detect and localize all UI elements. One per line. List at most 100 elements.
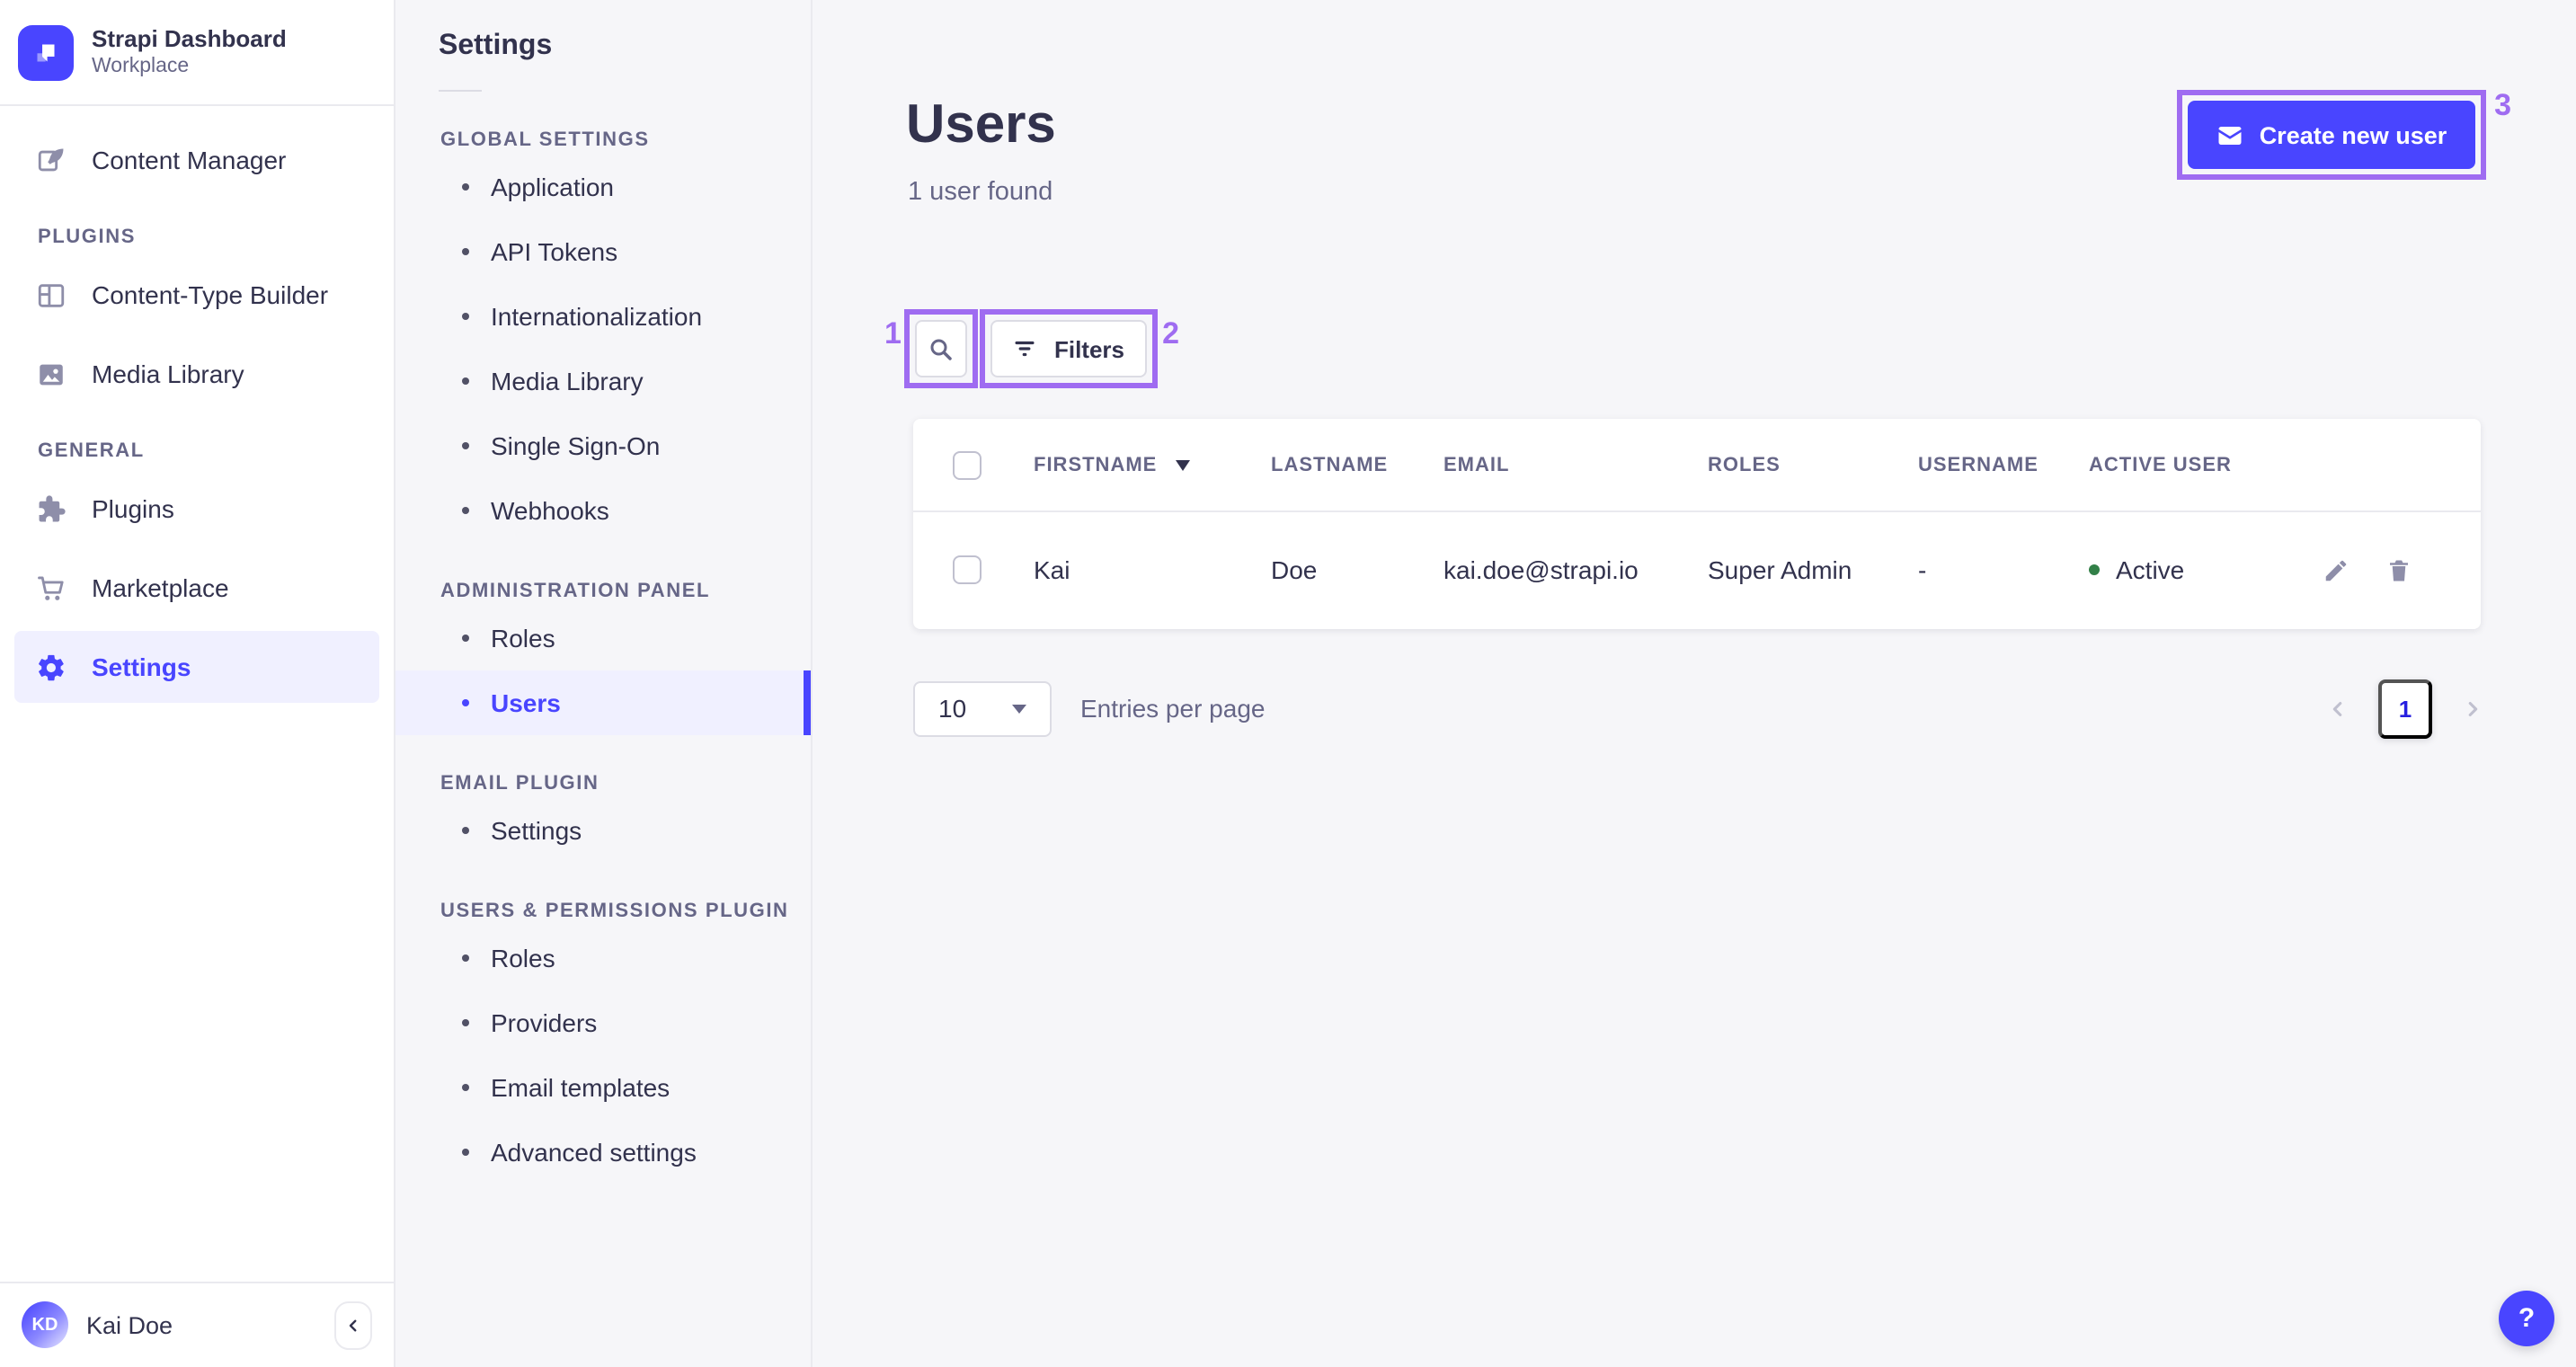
filters-button-label: Filters — [1053, 335, 1124, 362]
sidebar-section-plugins: PLUGINS — [38, 226, 136, 249]
media-library-icon — [40, 364, 63, 385]
chevron-right-icon — [2468, 701, 2478, 715]
subnav-item-webhooks[interactable]: Webhooks — [395, 478, 811, 543]
bullet-icon — [462, 1084, 469, 1091]
sidebar-item-plugins[interactable]: Plugins — [14, 473, 379, 545]
subnav-item-up-email-templates[interactable]: Email templates — [395, 1055, 811, 1120]
entries-per-page-label: Entries per page — [1080, 694, 1266, 723]
subnav-section-users-permissions-plugin: USERS & PERMISSIONS PLUGIN — [440, 901, 789, 922]
subnav-item-label: Users — [491, 688, 561, 717]
subnav-item-media-library[interactable]: Media Library — [395, 349, 811, 413]
user-name: Kai Doe — [86, 1311, 173, 1338]
create-new-user-button[interactable]: Create new user — [2188, 101, 2475, 169]
help-button[interactable]: ? — [2499, 1291, 2554, 1346]
subnav-item-label: Settings — [491, 816, 582, 845]
subnav-item-single-sign-on[interactable]: Single Sign-On — [395, 413, 811, 478]
sidebar-item-marketplace[interactable]: Marketplace — [14, 552, 379, 624]
column-header-username[interactable]: USERNAME — [1918, 454, 2089, 475]
edit-user-button[interactable] — [2323, 556, 2349, 583]
next-page-button[interactable] — [2463, 698, 2483, 718]
subnav-item-up-providers[interactable]: Providers — [395, 990, 811, 1055]
cell-username: - — [1918, 555, 1927, 584]
annotation-number-1: 1 — [884, 316, 902, 351]
subnav-title: Settings — [439, 31, 553, 61]
subnav-item-label: Advanced settings — [491, 1138, 697, 1167]
subnav-item-admin-users[interactable]: Users — [395, 670, 811, 735]
sidebar-item-label: Media Library — [92, 360, 244, 389]
sidebar-item-content-type-builder[interactable]: Content-Type Builder — [14, 259, 379, 331]
page-1-button[interactable]: 1 — [2378, 679, 2432, 738]
search-button[interactable] — [915, 320, 967, 377]
brand-text: Strapi Dashboard Workplace — [92, 25, 287, 81]
subnav-header: Settings — [395, 0, 811, 92]
strapi-logo-icon — [18, 25, 74, 82]
subnav-item-label: Roles — [491, 944, 555, 972]
cell-lastname: Doe — [1271, 555, 1318, 584]
row-checkbox-cell — [953, 555, 1034, 584]
column-header-lastname[interactable]: LASTNAME — [1271, 454, 1443, 475]
column-label: USERNAME — [1918, 454, 2039, 475]
sidebar-item-settings[interactable]: Settings — [14, 631, 379, 704]
subnav-item-application[interactable]: Application — [395, 155, 811, 219]
main-navigation: Content Manager PLUGINS Content-Type Bui… — [0, 106, 394, 704]
column-label: FIRSTNAME — [1034, 454, 1158, 475]
subnav-item-up-roles[interactable]: Roles — [395, 926, 811, 990]
annotation-number-3: 3 — [2494, 88, 2511, 122]
collapse-sidebar-button[interactable] — [334, 1300, 372, 1349]
bullet-icon — [462, 248, 469, 255]
subnav-section-administration-panel: ADMINISTRATION PANEL — [440, 581, 711, 602]
column-header-active-user[interactable]: ACTIVE USER — [2089, 454, 2315, 475]
bullet-icon — [462, 442, 469, 449]
bullet-icon — [462, 313, 469, 320]
bullet-icon — [462, 377, 469, 385]
bullet-icon — [462, 1019, 469, 1026]
page-size-value: 10 — [938, 694, 967, 723]
subnav-list-global-settings: Application API Tokens Internationalizat… — [395, 155, 811, 543]
delete-user-button[interactable] — [2385, 556, 2412, 583]
chevron-down-icon — [1012, 704, 1026, 713]
bullet-icon — [462, 183, 469, 191]
subnav-item-admin-roles[interactable]: Roles — [395, 606, 811, 670]
subnav-item-label: Single Sign-On — [491, 431, 661, 460]
subnav-list-administration-panel: Roles Users — [395, 606, 811, 735]
sidebar-item-label: Content-Type Builder — [92, 280, 329, 310]
column-header-firstname[interactable]: FIRSTNAME — [1034, 454, 1271, 475]
column-label: ROLES — [1708, 454, 1781, 475]
plugins-icon — [39, 494, 66, 521]
subnav-item-label: Webhooks — [491, 496, 609, 525]
bullet-icon — [462, 954, 469, 962]
edit-pencil-icon — [2325, 559, 2347, 581]
workspace-brand[interactable]: Strapi Dashboard Workplace — [0, 0, 394, 107]
select-all-checkbox[interactable] — [953, 450, 982, 479]
workspace-subtitle: Workplace — [92, 56, 190, 78]
sidebar-item-content-manager[interactable]: Content Manager — [14, 124, 379, 196]
header-checkbox-cell — [953, 450, 1034, 479]
active-status-dot-icon — [2089, 564, 2100, 575]
subnav-item-up-advanced-settings[interactable]: Advanced settings — [395, 1120, 811, 1185]
cell-roles: Super Admin — [1708, 555, 1852, 584]
subnav-section-global-settings: GLOBAL SETTINGS — [440, 129, 650, 151]
subnav-divider — [439, 90, 482, 92]
filters-button[interactable]: Filters — [990, 320, 1147, 377]
subnav-item-email-settings[interactable]: Settings — [395, 798, 811, 863]
sort-descending-icon — [1175, 459, 1190, 470]
column-header-roles[interactable]: ROLES — [1708, 454, 1918, 475]
annotation-box-1: 1 — [884, 309, 978, 388]
chevron-left-icon — [2332, 701, 2342, 715]
row-checkbox[interactable] — [953, 555, 982, 584]
column-label: LASTNAME — [1271, 454, 1389, 475]
cell-email: kai.doe@strapi.io — [1443, 555, 1639, 584]
sidebar-item-media-library[interactable]: Media Library — [14, 338, 379, 410]
previous-page-button[interactable] — [2328, 698, 2348, 718]
strapi-logo-glyph — [37, 44, 55, 62]
active-status-label: Active — [2116, 555, 2185, 584]
page-size-select[interactable]: 10 — [913, 680, 1052, 736]
column-header-email[interactable]: EMAIL — [1443, 454, 1708, 475]
subnav-item-internationalization[interactable]: Internationalization — [395, 284, 811, 349]
trash-icon — [2390, 559, 2408, 581]
sidebar-item-label: Settings — [92, 652, 191, 682]
bullet-icon — [462, 827, 469, 834]
bullet-icon — [462, 699, 469, 706]
subnav-item-api-tokens[interactable]: API Tokens — [395, 219, 811, 284]
subnav-item-label: Application — [491, 173, 614, 201]
